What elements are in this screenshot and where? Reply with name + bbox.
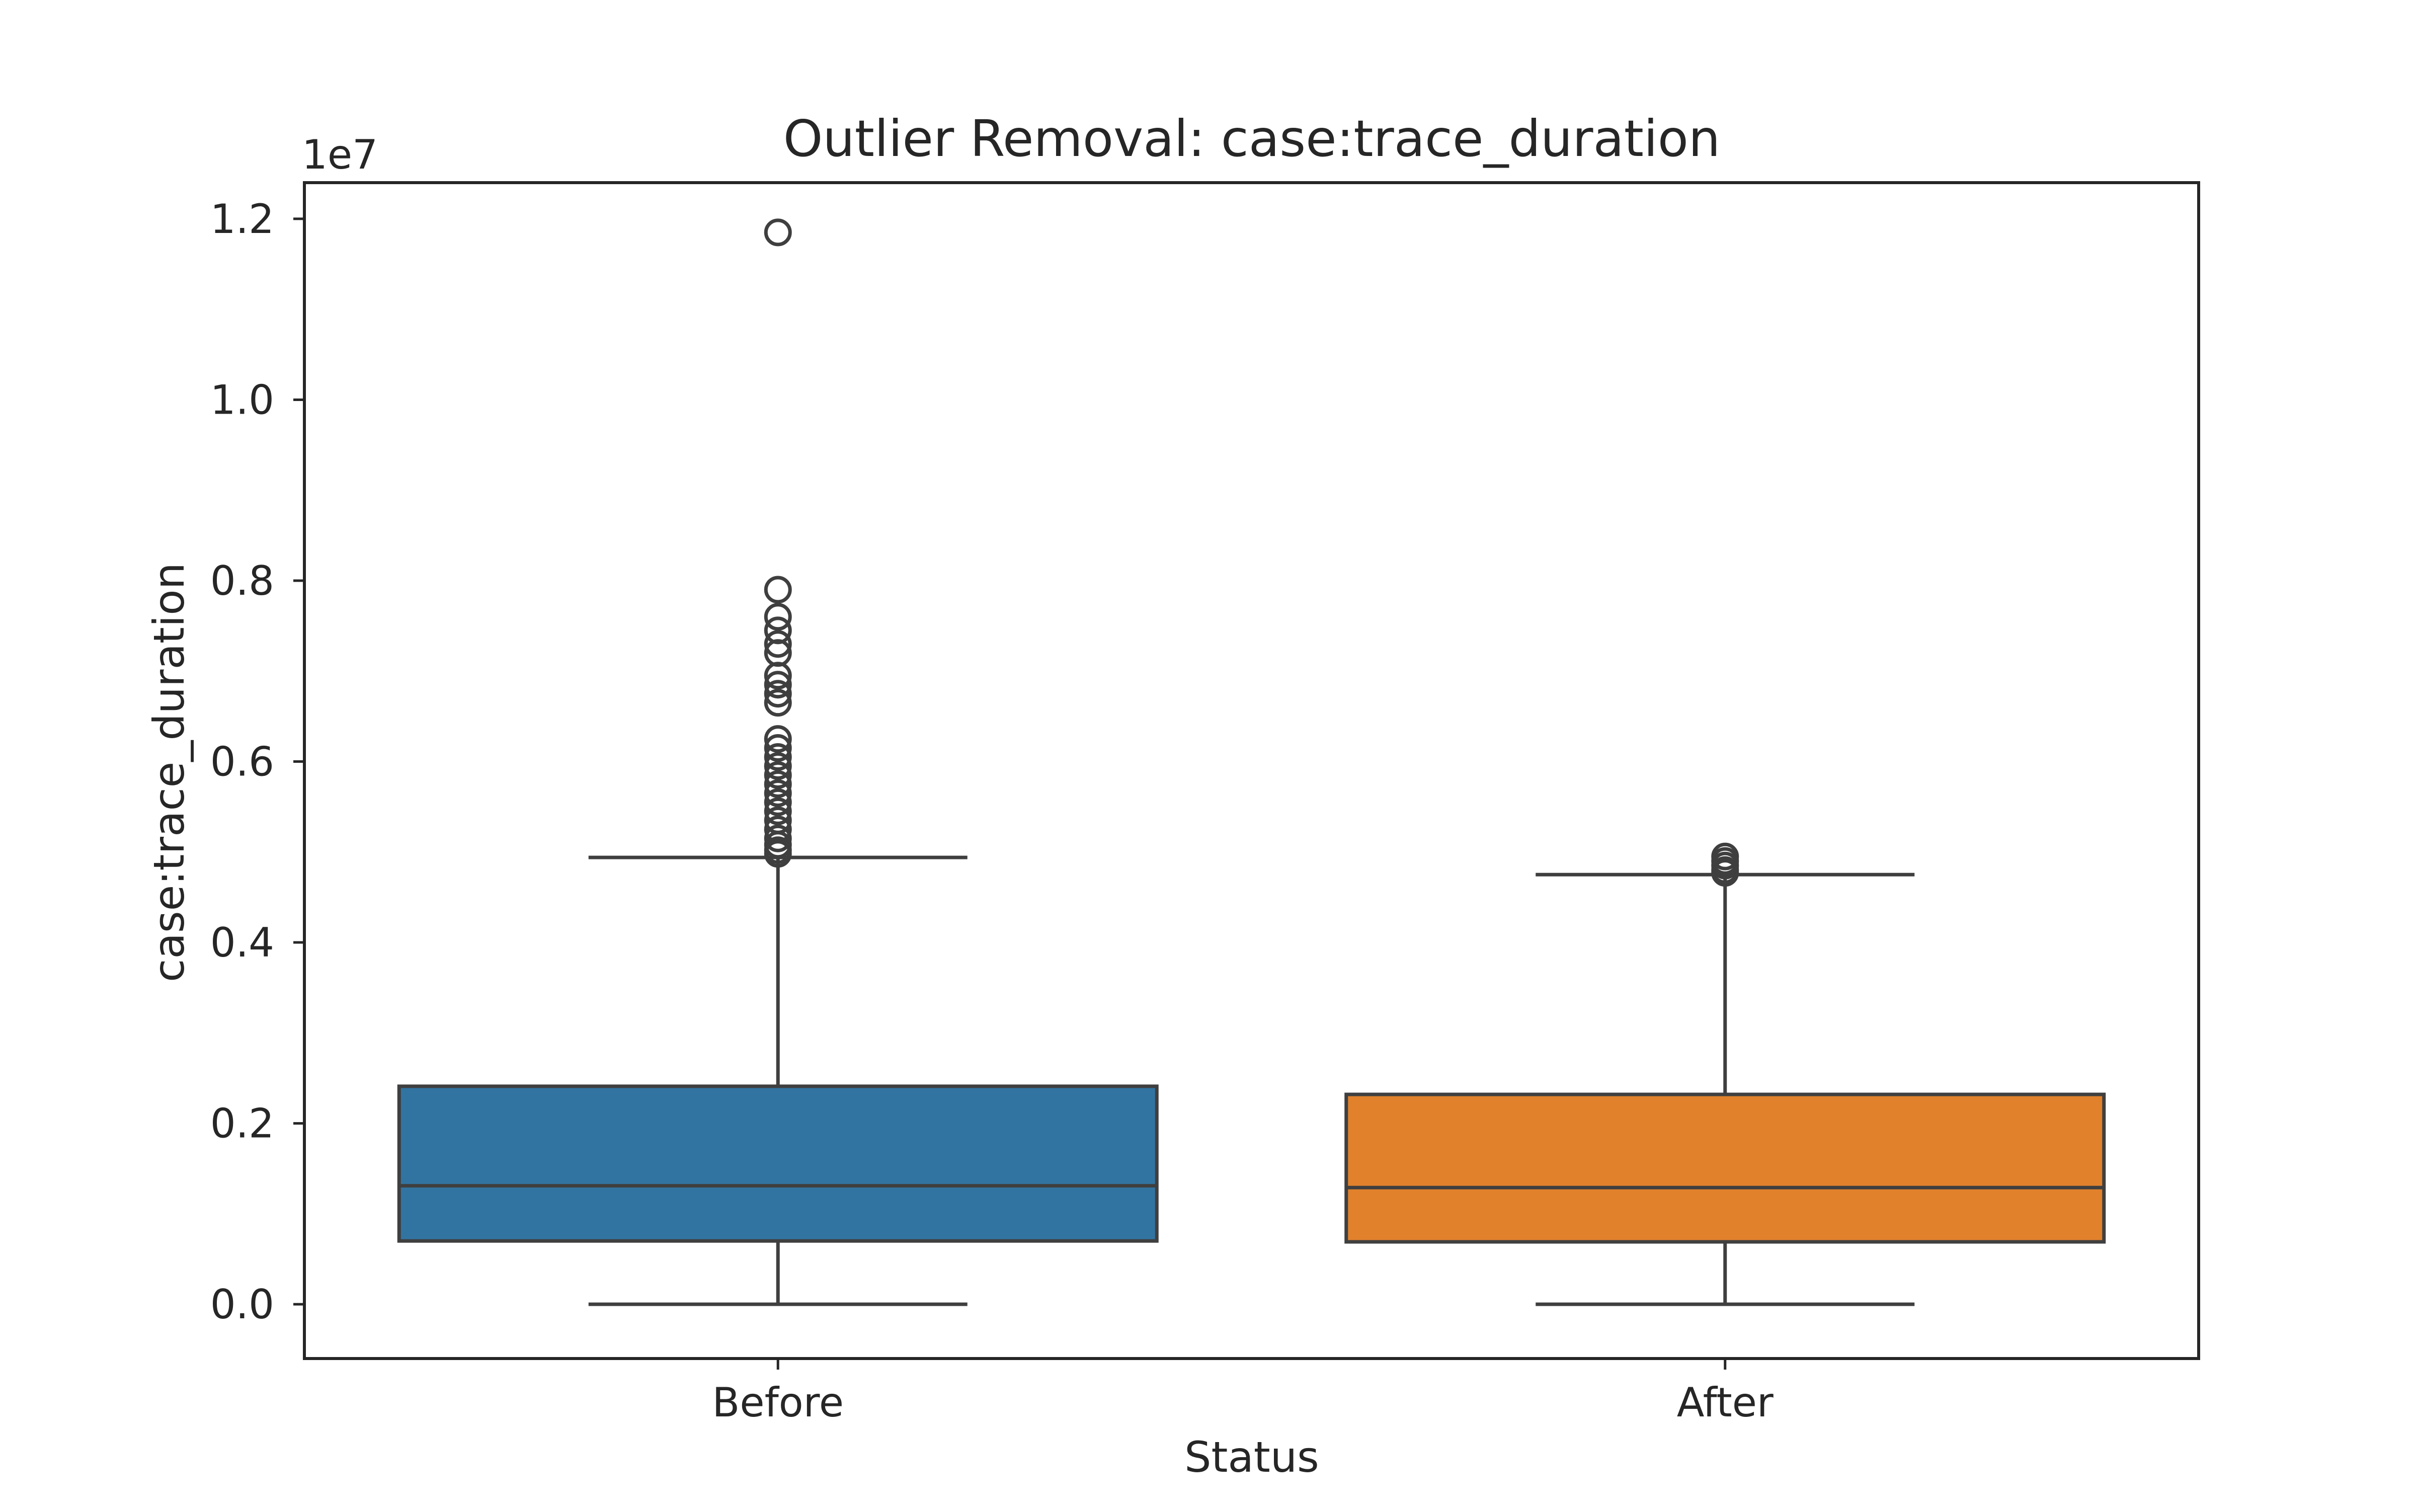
chart-title: Outlier Removal: case:trace_duration [783, 109, 1721, 168]
y-offset-label: 1e7 [302, 131, 378, 178]
outlier-point-before [764, 662, 792, 690]
x-axis-label: Status [1184, 1433, 1319, 1482]
y-axis-label: case:trace_duration [144, 563, 194, 982]
outlier-point-after [1711, 859, 1739, 887]
box-before [397, 1084, 1159, 1243]
outlier-point-before [764, 840, 792, 868]
outlier-point-before [764, 743, 792, 771]
x-tick-label: After [1677, 1379, 1774, 1426]
y-tick-label: 0.8 [210, 558, 274, 604]
outlier-point-before [764, 680, 792, 708]
outlier-point-before [764, 725, 792, 753]
outlier-point-before [764, 752, 792, 780]
outlier-point-before [764, 779, 792, 807]
outlier-point-before [764, 689, 792, 717]
y-tick-label: 0.2 [210, 1100, 274, 1147]
outlier-point-before [764, 797, 792, 825]
y-tick-label: 0.6 [210, 739, 274, 785]
y-tick-label: 1.2 [210, 196, 274, 243]
y-tick-label: 0.0 [210, 1281, 274, 1328]
y-tick-label: 0.4 [210, 919, 274, 966]
outlier-point-before [764, 576, 792, 604]
outlier-point-before [764, 761, 792, 789]
box-after [1344, 1092, 2106, 1244]
outlier-point-before [764, 630, 792, 658]
outlier-point-before [764, 788, 792, 816]
plot-frame [303, 181, 2200, 1360]
y-tick-label: 1.0 [210, 376, 274, 423]
x-tick-label: Before [712, 1379, 844, 1426]
outlier-point-before [764, 671, 792, 699]
outlier-point-before [764, 770, 792, 798]
outlier-point-before [764, 218, 792, 247]
outlier-point-before [764, 734, 792, 762]
outlier-point-before [764, 603, 792, 631]
plot-area [293, 217, 2106, 1370]
